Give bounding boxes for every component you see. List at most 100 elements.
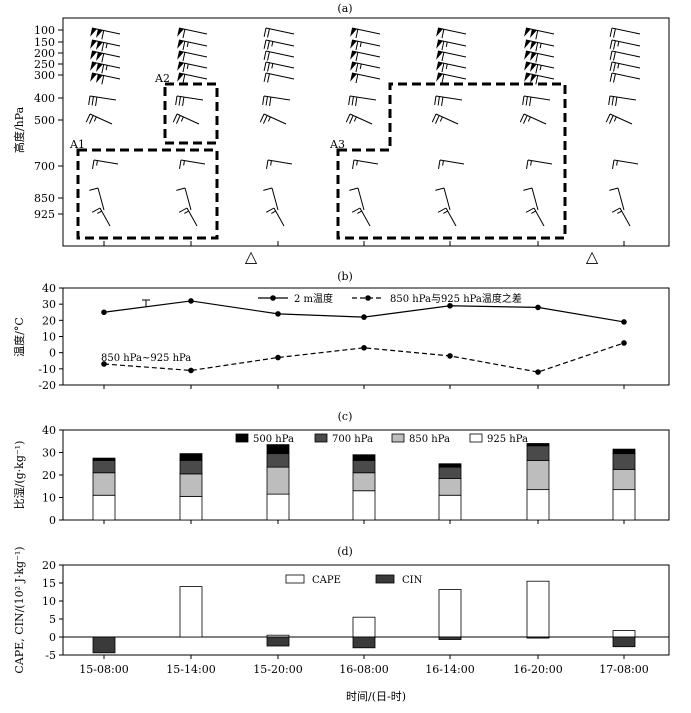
- stacked-bar-segment: [526, 445, 550, 461]
- stacked-bar-segment: [266, 444, 290, 455]
- barb-full: [535, 75, 539, 85]
- barb-half: [267, 116, 271, 122]
- barb-full: [178, 207, 188, 213]
- legend-swatch: [314, 433, 328, 443]
- barb-half: [539, 65, 542, 71]
- legend-swatch: [285, 574, 305, 584]
- cape-bar: [612, 630, 636, 638]
- barb-staff: [609, 95, 637, 101]
- barb-staff: [435, 113, 459, 125]
- barb-full: [182, 29, 186, 39]
- wind-barb: [177, 39, 208, 51]
- y-tick-label: 40: [42, 282, 56, 295]
- wind-barb: [345, 113, 373, 125]
- panel-label-a: (a): [337, 2, 352, 15]
- panel-c-ylabel: 比湿/(g·kg⁻¹): [13, 441, 26, 510]
- barb-full: [355, 41, 359, 51]
- barb-staff: [619, 207, 631, 227]
- barb-full: [355, 52, 359, 62]
- stacked-bar-segment: [352, 472, 376, 492]
- barb-staff: [523, 95, 551, 101]
- wind-barb: [350, 72, 381, 84]
- wind-barb: [263, 72, 295, 83]
- barb-full: [441, 63, 445, 73]
- barb-full: [609, 39, 613, 49]
- barb-full: [263, 39, 267, 49]
- stacked-bar-segment: [179, 473, 203, 497]
- barb-half: [617, 210, 622, 214]
- stacked-bar-segment: [352, 459, 376, 474]
- wind-barb: [436, 50, 467, 62]
- barb-full: [525, 96, 528, 106]
- region-a1-label: A1: [69, 138, 85, 151]
- y-tick-label: 10: [42, 492, 56, 505]
- barb-staff: [265, 50, 295, 58]
- barb-full: [349, 115, 354, 124]
- data-point: [447, 302, 453, 309]
- level-label: 300: [34, 69, 55, 82]
- level-label: 925: [34, 208, 55, 221]
- barb-staff: [611, 50, 641, 58]
- level-label: 400: [34, 92, 55, 105]
- cape-bar: [438, 589, 462, 638]
- barb-half: [353, 116, 357, 122]
- legend-label: CAPE: [312, 575, 341, 586]
- level-label: 700: [34, 160, 55, 173]
- barb-flag: [90, 73, 97, 82]
- barb-flag: [350, 28, 357, 37]
- wind-barb: [436, 72, 467, 84]
- barb-flag: [177, 73, 184, 82]
- barb-full: [441, 96, 444, 107]
- panel-d-frame: [62, 564, 670, 656]
- stacked-bar-segment: [438, 466, 462, 479]
- barb-flag: [436, 62, 443, 71]
- barb-flag: [95, 29, 103, 39]
- barb-staff: [437, 39, 467, 47]
- barb-full: [89, 115, 94, 124]
- panel-a-frame: [62, 17, 670, 247]
- barb-staff: [184, 187, 192, 211]
- barb-full: [612, 159, 615, 169]
- wind-barb: [177, 61, 208, 73]
- y-tick-label: 40: [42, 424, 56, 437]
- stacked-bar-segment: [179, 495, 203, 521]
- barb-staff: [349, 113, 373, 125]
- barb-full: [265, 207, 275, 213]
- barb-half: [617, 41, 620, 47]
- barb-flag: [529, 63, 537, 73]
- y-tick-label: 5: [49, 613, 56, 626]
- barb-half: [271, 63, 274, 69]
- region-a1-box: [76, 148, 219, 240]
- barb-full: [267, 28, 270, 38]
- barb-flag: [90, 62, 97, 71]
- y-tick-label: 0: [49, 514, 56, 527]
- barb-full: [182, 52, 186, 62]
- barb-full: [355, 29, 359, 39]
- x-tick-label: 17-08:00: [599, 663, 648, 676]
- wind-barb: [177, 50, 208, 62]
- barb-half: [443, 210, 448, 214]
- barb-full: [355, 63, 359, 73]
- barb-full: [526, 159, 529, 169]
- barb-full: [441, 41, 445, 51]
- barb-full: [437, 96, 440, 106]
- barb-flag: [95, 63, 103, 73]
- stacked-bar-segment: [92, 459, 116, 474]
- barb-full: [263, 115, 268, 124]
- barb-full: [351, 96, 354, 106]
- barb-staff: [523, 113, 547, 125]
- wind-barb: [519, 113, 547, 125]
- barb-half: [356, 160, 358, 166]
- wind-barb: [92, 159, 119, 169]
- barb-staff: [351, 61, 381, 69]
- barb-half: [105, 43, 108, 49]
- barb-full: [609, 27, 613, 37]
- barb-staff: [531, 187, 539, 211]
- barb-full: [182, 74, 186, 84]
- stacked-bar-segment: [352, 454, 376, 461]
- y-tick-label: 20: [42, 314, 56, 327]
- wind-barb: [91, 207, 111, 227]
- barb-half: [271, 41, 274, 47]
- barb-staff: [437, 72, 467, 80]
